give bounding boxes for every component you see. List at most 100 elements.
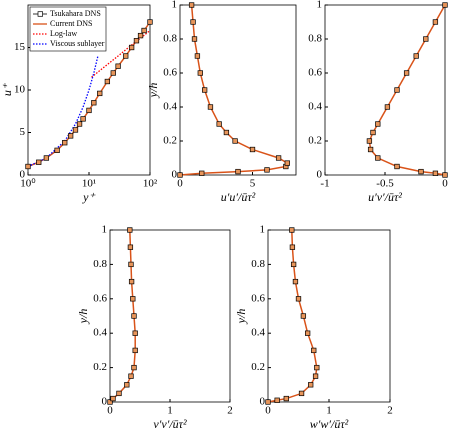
- marker: [132, 347, 138, 354]
- y-axis-label: u⁺: [0, 82, 14, 96]
- y-axis-label: y/h: [234, 309, 248, 325]
- marker: [104, 78, 111, 85]
- legend-label: Current DNS: [50, 19, 92, 28]
- marker: [80, 116, 86, 122]
- marker: [384, 104, 391, 110]
- line: [179, 4, 289, 176]
- y-tick-label: 0.8: [251, 258, 265, 270]
- y-tick-label: 0.4: [251, 327, 265, 339]
- marker: [199, 170, 205, 176]
- x-tick-label: 0: [107, 405, 113, 417]
- y-tick-label: 0.2: [308, 135, 322, 147]
- y-tick-label: 0.6: [308, 67, 322, 79]
- y-tick-label: 0.2: [163, 135, 177, 147]
- marker: [375, 121, 381, 127]
- marker: [128, 278, 135, 285]
- marker: [290, 261, 297, 268]
- y-tick-label: 0.4: [308, 101, 322, 113]
- marker: [403, 70, 410, 76]
- y-tick-label: 0.6: [163, 67, 177, 79]
- marker: [370, 129, 376, 136]
- marker: [289, 244, 296, 250]
- marker: [54, 147, 60, 154]
- marker: [25, 163, 31, 170]
- marker: [128, 373, 134, 379]
- y-tick-label: 0.4: [93, 327, 107, 339]
- marker: [127, 244, 134, 250]
- panel: 10⁰ 10¹ 10² 0 5 10 15 y⁺ u⁺ Tsukahara DNSCurrent …: [0, 4, 158, 204]
- marker: [207, 104, 214, 110]
- x-tick-label: 2: [227, 405, 233, 417]
- marker: [127, 227, 133, 233]
- x-tick-label: 1: [326, 405, 332, 417]
- line: [267, 229, 318, 403]
- marker: [188, 2, 195, 8]
- x-tick-label: -0.5: [376, 178, 394, 190]
- x-axis-label: u′v′/ūτ²: [368, 190, 402, 204]
- y-tick-label: 10: [14, 84, 26, 96]
- marker: [115, 63, 121, 69]
- marker: [300, 313, 307, 319]
- line: [91, 29, 151, 78]
- marker: [72, 127, 79, 133]
- panel: 0 5 0 0.2 0.4 0.6 0.8 1 u′u′/ūτ² y/h: [146, 0, 297, 204]
- legend-label: Tsukahara DNS: [50, 9, 101, 18]
- marker: [235, 168, 241, 175]
- legend-marker: [37, 11, 43, 17]
- marker: [43, 155, 50, 161]
- marker: [116, 390, 122, 397]
- x-tick-label: -1: [320, 178, 329, 190]
- marker: [223, 129, 230, 136]
- marker: [442, 172, 448, 178]
- marker: [97, 90, 103, 97]
- marker: [131, 364, 137, 371]
- marker: [283, 395, 289, 402]
- y-tick-label: 1: [317, 0, 323, 11]
- y-tick-label: 15: [14, 41, 26, 53]
- marker: [202, 87, 208, 93]
- marker: [249, 146, 256, 153]
- legend-label: Log-law: [50, 29, 77, 38]
- x-tick-label: 0: [265, 405, 271, 417]
- y-tick-label: 0: [20, 169, 26, 181]
- panel: -1 -0.5 0 0 0.2 0.4 0.6 0.8 1 u′v′/ūτ²: [308, 0, 448, 204]
- marker: [62, 140, 68, 146]
- marker: [91, 100, 97, 106]
- marker: [194, 53, 201, 59]
- marker: [432, 170, 439, 176]
- marker: [131, 313, 137, 319]
- y-tick-label: 0.8: [308, 33, 322, 45]
- axes-box: [179, 4, 297, 176]
- marker: [312, 373, 319, 379]
- marker: [289, 227, 295, 233]
- x-tick-label: 10¹: [82, 178, 96, 190]
- y-tick-label: 0: [260, 396, 266, 408]
- y-tick-label: 1: [172, 0, 178, 11]
- marker: [311, 347, 317, 354]
- marker: [394, 87, 400, 93]
- marker: [107, 399, 113, 405]
- x-tick-label: 1: [167, 405, 173, 417]
- marker: [314, 364, 320, 371]
- y-axis-label: y/h: [146, 83, 160, 99]
- marker: [128, 44, 135, 51]
- marker: [133, 38, 140, 44]
- marker: [86, 107, 92, 114]
- marker: [375, 155, 381, 161]
- y-tick-label: 1: [260, 224, 266, 236]
- x-tick-label: 0: [442, 178, 448, 190]
- x-tick-label: 10²: [143, 178, 158, 190]
- y-tick-label: 0.8: [93, 258, 107, 270]
- x-tick-label: 2: [387, 405, 393, 417]
- y-tick-label: 0: [102, 396, 108, 408]
- axes-box: [324, 4, 446, 176]
- marker: [110, 70, 116, 76]
- x-tick-label: 5: [250, 178, 256, 190]
- marker: [308, 382, 314, 388]
- x-axis-label: w′w′/ūτ²: [310, 417, 349, 431]
- marker: [298, 390, 305, 397]
- y-tick-label: 5: [20, 126, 26, 138]
- x-axis-label: v′v′/ūτ²: [153, 417, 187, 431]
- marker: [124, 382, 130, 388]
